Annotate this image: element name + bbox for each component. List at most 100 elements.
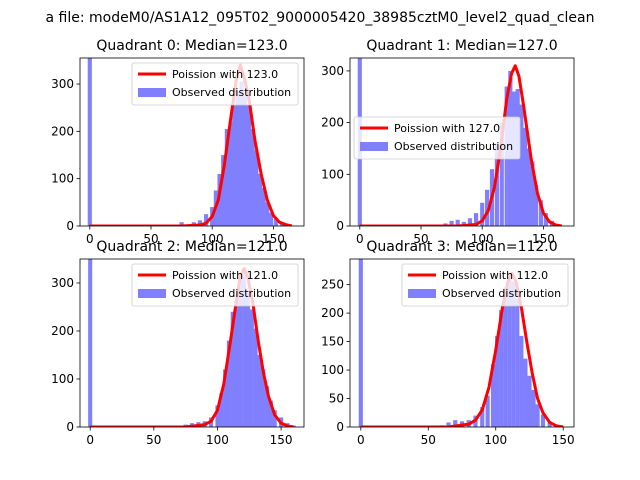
chart-title: Quadrant 1: Median=127.0 — [366, 38, 557, 54]
y-tick-label: 0 — [66, 219, 74, 233]
histogram-bar — [530, 161, 535, 226]
histogram-bars — [88, 259, 296, 427]
histogram-bar — [547, 421, 552, 427]
histogram-bar — [232, 105, 237, 226]
axes-frame — [349, 57, 575, 227]
histogram-bar — [540, 414, 546, 427]
histogram-bar — [519, 104, 524, 226]
legend-observed-swatch — [138, 88, 166, 97]
histogram-bar — [531, 389, 536, 427]
histogram-bar — [179, 222, 184, 226]
histogram-bar — [197, 220, 203, 226]
histogram-bar — [230, 311, 235, 427]
x-tick-label: 150 — [262, 232, 285, 246]
x-tick-label: 50 — [146, 433, 161, 447]
legend-poisson-label: Poission with 121.0 — [172, 269, 278, 282]
histogram-bar — [485, 189, 490, 226]
histogram-bar — [234, 299, 239, 427]
histogram-bar — [243, 95, 248, 226]
histogram-bar — [265, 202, 270, 226]
histogram-bar — [499, 310, 504, 427]
legend-box — [131, 62, 299, 106]
axes-frame — [79, 57, 305, 227]
x-tick-label: 150 — [532, 232, 555, 246]
x-tick-label: 100 — [484, 433, 507, 447]
histogram-bar — [522, 127, 528, 226]
histogram-bar — [219, 393, 224, 427]
histogram-bar — [455, 219, 460, 226]
quadrant-3-panel: 0 50 100 150 0 50 100 150 200 250 Quadrant 3: Medi… — [321, 239, 575, 447]
y-tick-label: 100 — [321, 167, 344, 181]
histogram-bar — [253, 328, 258, 427]
histogram-bar — [239, 81, 244, 226]
x-tick-label: 150 — [552, 433, 575, 447]
histogram-bar — [87, 58, 92, 226]
y-tick-label: 100 — [321, 363, 344, 377]
histogram-bar — [473, 213, 479, 226]
histogram-bar — [538, 200, 544, 226]
y-tick-label: 200 — [321, 306, 344, 320]
histogram-bar — [257, 173, 263, 226]
legend-observed-swatch — [360, 142, 388, 151]
histogram-bar — [499, 122, 504, 226]
histogram-bars — [358, 259, 559, 427]
histogram-bar — [226, 340, 231, 427]
y-tick-label: 200 — [51, 124, 74, 138]
legend-poisson-label: Poission with 112.0 — [442, 269, 548, 282]
legend-box — [131, 263, 299, 307]
histogram-bar — [254, 150, 259, 226]
histogram-bar — [507, 278, 512, 427]
histogram-bar — [268, 400, 273, 427]
histogram-bar — [480, 202, 485, 226]
histogram-bar — [261, 369, 266, 427]
histogram-bar — [494, 143, 499, 226]
x-tick-label: 0 — [357, 433, 365, 447]
y-tick-label: 0 — [336, 219, 344, 233]
x-tick-label: 150 — [270, 433, 293, 447]
axes-frame — [349, 258, 575, 428]
legend: Poission with 112.0 Observed distribution — [401, 263, 569, 307]
quadrant-1-panel: 0 50 100 150 0 100 200 300 Quadrant 1: Median=12… — [321, 38, 575, 246]
histogram-bar — [224, 128, 229, 226]
histogram-bar — [485, 395, 490, 427]
histogram-bar — [249, 309, 254, 427]
y-tick-label: 200 — [321, 116, 344, 130]
histogram-bar — [523, 358, 528, 427]
histogram-bar — [235, 91, 240, 226]
histogram-bar — [246, 105, 251, 226]
chart-title: Quadrant 3: Median=112.0 — [366, 239, 557, 255]
y-tick-label: 0 — [66, 420, 74, 434]
legend: Poission with 121.0 Observed distribution — [131, 263, 299, 307]
legend-observed-label: Observed distribution — [172, 287, 291, 300]
legend: Poission with 123.0 Observed distribution — [131, 62, 299, 106]
y-tick-label: 50 — [329, 392, 344, 406]
y-tick-label: 300 — [321, 64, 344, 78]
histogram-bar — [519, 335, 524, 427]
histogram-bar — [515, 298, 520, 427]
x-tick-label: 0 — [86, 433, 94, 447]
histogram-bar — [494, 335, 500, 427]
y-tick-label: 100 — [51, 172, 74, 186]
figure-suptitle: a file: modeM0/AS1A12_095T02_9000005420_… — [46, 10, 595, 26]
histogram-bar — [250, 128, 255, 226]
legend-observed-swatch — [138, 289, 166, 298]
legend-observed-label: Observed distribution — [172, 86, 291, 99]
histogram-bar — [527, 375, 532, 427]
histogram-bar — [221, 155, 226, 226]
histogram-bar — [238, 278, 243, 427]
histogram-bar — [228, 121, 233, 226]
histogram-bar — [273, 218, 278, 226]
y-tick-label: 0 — [336, 420, 344, 434]
axes-frame — [79, 258, 305, 428]
histogram-bar — [533, 184, 539, 226]
x-tick-label: 50 — [413, 232, 428, 246]
histogram-bar — [490, 364, 496, 427]
x-tick-label: 100 — [471, 232, 494, 246]
legend-observed-label: Observed distribution — [394, 140, 513, 153]
chart-title: Quadrant 2: Median=121.0 — [96, 239, 287, 255]
x-tick-label: 100 — [201, 232, 224, 246]
x-tick-label: 50 — [143, 232, 158, 246]
y-tick-label: 300 — [51, 276, 74, 290]
legend-box — [353, 116, 521, 160]
